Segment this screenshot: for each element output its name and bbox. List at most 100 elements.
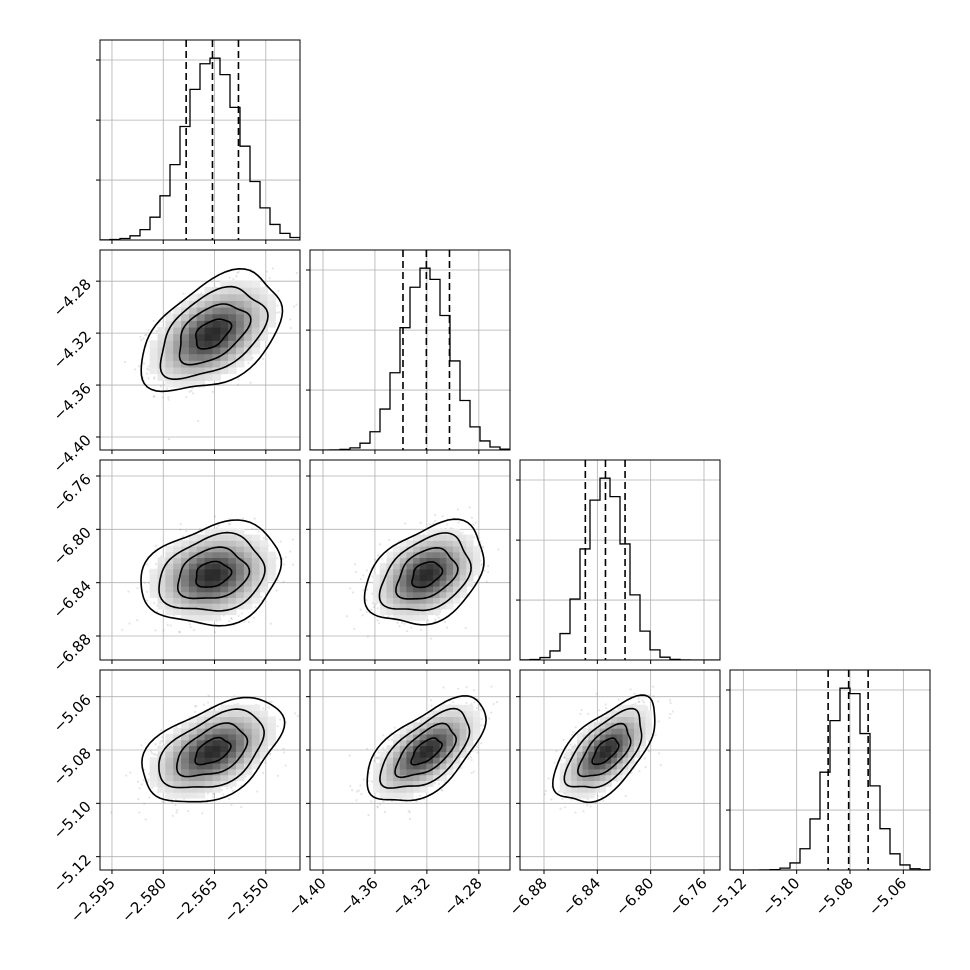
density-cell [472,568,481,576]
density-cell [173,326,182,335]
sample-point [237,270,240,273]
density-cell [181,563,190,570]
density-cell [259,545,269,553]
density-cell [188,603,198,610]
sample-point [267,706,270,709]
sample-point [194,710,197,714]
density-cell [228,585,237,593]
sample-point [410,626,413,629]
density-cell [459,568,467,576]
sample-point [155,329,158,333]
sample-point [359,608,362,611]
density-cell [173,360,182,368]
sample-point [283,563,286,566]
sample-point [228,276,231,279]
density-cell [220,340,229,348]
density-cell [433,551,441,558]
density-cell [413,534,421,541]
density-cell [259,307,269,315]
density-cell [251,551,261,558]
sample-point [254,606,257,609]
density-cell [204,326,214,335]
sample-point [145,333,148,336]
sample-point [140,744,143,747]
density-cell [220,574,229,581]
density-cell [212,287,221,295]
panel-3-0: −2.595 −2.580 −2.565 −2.550−5.12−5.10−5.08−… [50,669,301,926]
density-cell [413,603,421,610]
density-cell [386,580,394,587]
density-cell [220,360,229,368]
density-cell [452,585,461,593]
density-cell [406,574,414,581]
panel-frame [519,459,721,661]
density-cell [157,585,166,593]
density-cell [149,346,159,355]
sample-point [295,272,298,275]
density-cell [446,574,454,581]
sample-point [162,629,165,632]
density-cell [446,528,454,536]
sample-point [349,587,352,590]
density-cell [426,580,434,587]
density-cell [379,568,388,576]
contour-level-0 [195,318,233,350]
density-cell [419,568,427,576]
sample-point [195,705,198,708]
density-cell [243,326,253,335]
density-cell [426,534,434,541]
sample-point [142,337,145,340]
density-cell [165,545,174,553]
density-cell [173,568,182,576]
density-cell [204,333,214,341]
sample-point [258,242,260,244]
density-cell [433,557,441,564]
density-cell [157,340,166,348]
density-cell [181,333,190,341]
density-cell [212,551,221,558]
density-cell [452,580,461,587]
density-cell [433,591,441,598]
density-cell [433,563,441,570]
density-cell [220,551,229,558]
sample-point [289,326,292,329]
density-cell [173,380,182,388]
density-cell [452,568,461,576]
sample-point [147,581,151,584]
sample-point [185,529,188,533]
density-cell [399,540,407,547]
density-cell [433,574,441,581]
sample-point [139,338,143,342]
sample-point [227,620,231,623]
density-cell [251,280,261,288]
density-cell [196,353,206,361]
density-cell [228,333,237,341]
density-cell [188,326,198,335]
sample-point [153,376,156,379]
density-cell [165,360,174,368]
density-cell [236,585,245,593]
density-cell [439,551,447,558]
density-cell [259,568,269,576]
density-cell [406,580,414,587]
density-cell [373,574,381,581]
sample-point [216,526,219,529]
density-cell [173,346,182,355]
density-cell [204,287,214,295]
density-cell [386,568,394,576]
sample-point [181,535,184,538]
density-cell [220,591,229,598]
density-cell [243,580,253,587]
sample-point [235,275,238,278]
sample-point [400,621,404,624]
density-cell [228,340,237,348]
panel-content [100,460,300,660]
sample-point [487,571,490,574]
density-cell [188,574,198,581]
sample-point [276,304,279,307]
density-cell [236,300,245,308]
sample-point [201,812,204,815]
density-cell [259,293,269,301]
density-cell [236,591,245,598]
sample-point [284,764,287,767]
